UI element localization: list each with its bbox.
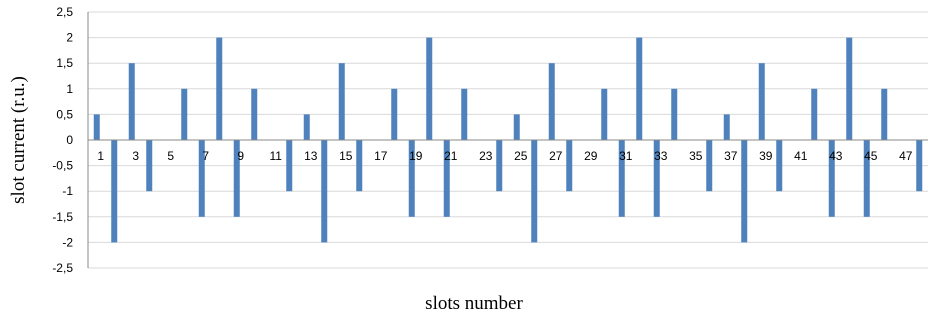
y-tick-label: 0 xyxy=(66,133,73,147)
bar-slot-2 xyxy=(111,140,118,243)
y-tick-labels: 2,5 2 1,5 1 0,5 0 -0,5 -1 -1,5 -2 -2,5 xyxy=(52,5,73,275)
bar-slot-22 xyxy=(461,88,468,140)
x-tick-label: 3 xyxy=(132,149,139,163)
x-tick-label: 23 xyxy=(479,149,493,163)
x-tick-labels: 1 3 5 7 9 11 13 15 17 19 21 23 25 27 29 31 33 35 37 39 41 43 4… xyxy=(97,149,912,163)
bar-slot-12 xyxy=(286,140,293,192)
bar-slot-36 xyxy=(706,140,713,192)
y-tick-label: -2 xyxy=(62,235,73,249)
y-tick-label: 2 xyxy=(66,31,73,45)
bar-slot-30 xyxy=(601,88,608,140)
x-tick-label: 1 xyxy=(97,149,104,163)
bar-slot-27 xyxy=(548,63,555,141)
y-tick-label: -2,5 xyxy=(52,261,73,275)
y-tick-label: 2,5 xyxy=(56,5,73,19)
y-tick-label: -1 xyxy=(62,184,73,198)
bar-slot-13 xyxy=(303,114,310,140)
bar-slot-43 xyxy=(828,140,835,217)
y-axis-title: slot current (r.u.) xyxy=(8,76,29,204)
x-tick-label: 43 xyxy=(829,149,843,163)
x-tick-label: 33 xyxy=(654,149,668,163)
y-tick-label: -0,5 xyxy=(52,159,73,173)
bar-slot-33 xyxy=(653,140,660,217)
bar-slot-18 xyxy=(391,88,398,140)
bar-slot-40 xyxy=(776,140,783,192)
bars xyxy=(93,37,923,243)
bar-slot-39 xyxy=(758,63,765,141)
x-tick-label: 13 xyxy=(304,149,318,163)
bar-slot-46 xyxy=(881,88,888,140)
bar-slot-19 xyxy=(408,140,415,217)
bar-slot-3 xyxy=(128,63,135,141)
x-axis-title: slots number xyxy=(425,293,523,314)
bar-slot-9 xyxy=(233,140,240,217)
bar-slot-44 xyxy=(846,37,853,140)
bar-slot-6 xyxy=(181,88,188,140)
x-tick-label: 7 xyxy=(202,149,209,163)
bar-slot-28 xyxy=(566,140,573,192)
bar-slot-16 xyxy=(356,140,363,192)
y-tick-label: 1,5 xyxy=(56,56,73,70)
bar-slot-32 xyxy=(636,37,643,140)
bar-slot-38 xyxy=(741,140,748,243)
y-tick-label: -1,5 xyxy=(52,210,73,224)
x-tick-label: 47 xyxy=(899,149,913,163)
x-tick-label: 17 xyxy=(374,149,388,163)
x-tick-label: 37 xyxy=(724,149,738,163)
bar-slot-1 xyxy=(93,114,100,140)
bar-slot-15 xyxy=(338,63,345,141)
bar-slot-25 xyxy=(513,114,520,140)
bar-slot-34 xyxy=(671,88,678,140)
bar-slot-8 xyxy=(216,37,223,140)
y-tick-label: 1 xyxy=(66,82,73,96)
bar-slot-21 xyxy=(443,140,450,217)
bar-slot-42 xyxy=(811,88,818,140)
x-tick-label: 29 xyxy=(584,149,598,163)
bar-slot-20 xyxy=(426,37,433,140)
bar-slot-37 xyxy=(723,114,730,140)
x-tick-label: 11 xyxy=(270,149,283,163)
bar-slot-7 xyxy=(198,140,205,217)
y-tick-label: 0,5 xyxy=(56,107,73,121)
x-tick-label: 19 xyxy=(409,149,423,163)
x-tick-label: 41 xyxy=(794,149,808,163)
bar-slot-4 xyxy=(146,140,153,192)
bar-slot-10 xyxy=(251,88,258,140)
x-tick-label: 35 xyxy=(689,149,703,163)
x-tick-label: 25 xyxy=(514,149,528,163)
x-tick-label: 21 xyxy=(444,149,458,163)
x-tick-label: 45 xyxy=(864,149,878,163)
x-tick-label: 39 xyxy=(759,149,773,163)
x-tick-label: 15 xyxy=(339,149,353,163)
x-tick-label: 27 xyxy=(549,149,563,163)
bar-slot-26 xyxy=(531,140,538,243)
bar-slot-48 xyxy=(916,140,923,192)
x-tick-label: 31 xyxy=(619,149,633,163)
x-tick-label: 9 xyxy=(237,149,244,163)
bar-slot-24 xyxy=(496,140,503,192)
bar-slot-14 xyxy=(321,140,328,243)
bar-slot-31 xyxy=(618,140,625,217)
bar-slot-45 xyxy=(863,140,870,217)
x-tick-label: 5 xyxy=(167,149,174,163)
